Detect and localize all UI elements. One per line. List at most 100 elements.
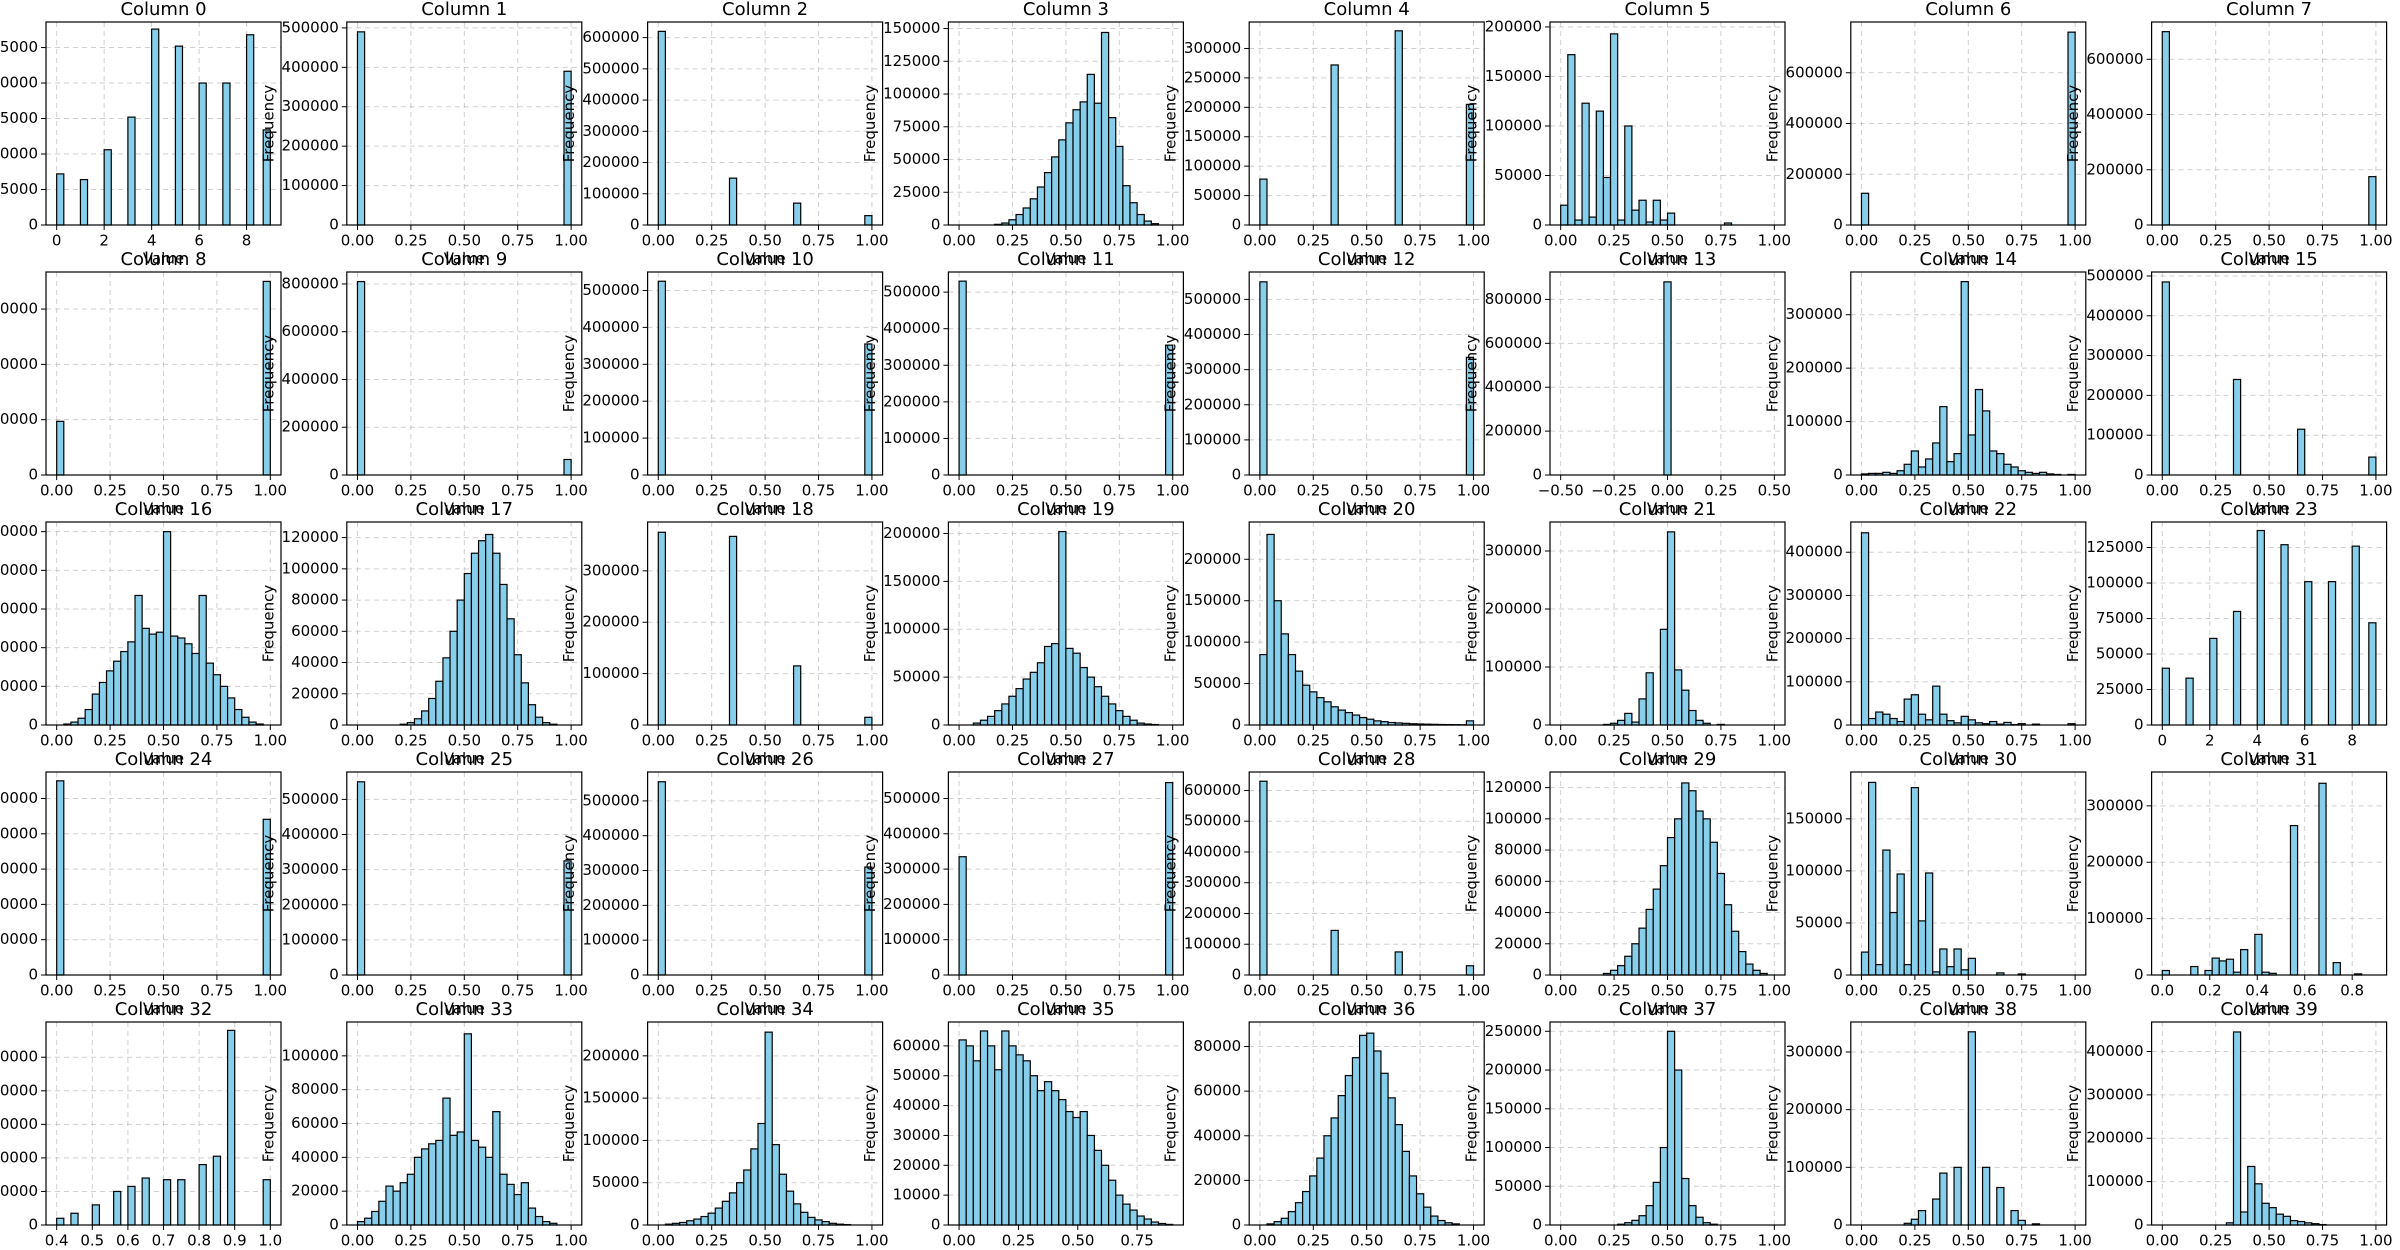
y-tick-label: 100000 (1485, 658, 1542, 676)
x-tick-label: 0.50 (1350, 982, 1383, 1000)
y-axis-label: Frequency (1463, 835, 1481, 913)
y-tick-label: 60000 (1193, 1082, 1241, 1100)
histogram-bar (721, 1200, 731, 1226)
y-axis-label: Frequency (560, 85, 578, 163)
histogram-bar (234, 708, 243, 726)
y-tick-label: 50000 (1795, 913, 1843, 931)
y-tick-label: 300000 (1786, 1042, 1843, 1060)
subplot-title: Column 6 (1925, 0, 2011, 20)
x-tick-label: 0.50 (1952, 982, 1985, 1000)
y-tick-label: 400000 (1786, 114, 1843, 132)
x-tick-label: 0.00 (942, 982, 975, 1000)
y-tick-label: 300000 (582, 122, 639, 140)
x-axis-label: Value (143, 250, 184, 268)
histogram-bar (728, 177, 738, 226)
y-tick-label: 200000 (1786, 359, 1843, 377)
y-tick-label: 300000 (883, 860, 940, 878)
histogram-bar (792, 665, 802, 726)
x-tick-label: 1.00 (254, 732, 287, 750)
y-axis-label: Frequency (259, 1085, 277, 1163)
histogram-bar (2289, 1220, 2299, 1226)
y-tick-label: 300000 (2086, 1085, 2143, 1103)
histogram-bar (1029, 1075, 1039, 1226)
histogram-bar (1946, 461, 1955, 476)
histogram-bar (2261, 1202, 2270, 1226)
histogram-bar (1394, 1124, 1403, 1226)
histogram-bar (2304, 581, 2313, 726)
x-tick-label: 0.75 (802, 232, 835, 250)
x-tick-label: 0.75 (1403, 482, 1436, 500)
y-tick-label: 100000 (1485, 116, 1542, 134)
histogram-bar (1100, 695, 1110, 726)
x-tick-label: 6 (2300, 732, 2310, 750)
y-tick-label: 100000 (582, 664, 639, 682)
y-axis-label: Frequency (1763, 85, 1781, 163)
y-tick-label: 60000 (1494, 872, 1542, 890)
x-tick-label: 1.00 (554, 482, 587, 500)
x-tick-label: 1.00 (1457, 232, 1490, 250)
y-tick-label: 200000 (1485, 422, 1542, 440)
axes-frame (1549, 21, 1786, 226)
x-axis-label: Value (1346, 1000, 1387, 1018)
y-tick-label: 150000 (1485, 67, 1542, 85)
x-tick-label: 1.00 (855, 482, 888, 500)
x-axis-label: Value (1948, 1000, 1989, 1018)
y-tick-label: 20000 (291, 1182, 339, 1200)
y-tick-label: 0 (1833, 1216, 1843, 1234)
histogram-bar (979, 719, 989, 726)
y-tick-label: 50000 (893, 668, 941, 686)
y-tick-label: 800000 (1485, 290, 1542, 308)
x-tick-label: 0.50 (1952, 732, 1985, 750)
x-tick-label: 0.50 (448, 232, 481, 250)
y-tick-label: 300000 (1184, 873, 1241, 891)
x-axis-label: Value (1647, 1000, 1688, 1018)
histogram-bar (363, 1217, 373, 1226)
subplot-title: Column 5 (1624, 0, 1710, 20)
histogram-bar (1960, 715, 1969, 726)
histogram-bar (1029, 671, 1039, 726)
histogram-bar (428, 697, 437, 726)
histogram-bar (527, 704, 537, 726)
histogram-bar (2240, 1211, 2249, 1226)
histogram-bar (385, 1185, 394, 1226)
histogram-bar (1001, 703, 1010, 726)
histogram-bar (2161, 969, 2171, 976)
histogram-bar (1560, 204, 1569, 226)
x-tick-label: 0.50 (1350, 1232, 1383, 1250)
histogram-bar (534, 716, 544, 726)
y-tick-label: 0 (1232, 216, 1242, 234)
axes-frame (45, 1021, 282, 1226)
histogram-bar (994, 1069, 1003, 1226)
histogram-bar (1638, 927, 1647, 976)
y-tick-label: 60000 (291, 1114, 339, 1132)
histogram-bar (1695, 719, 1704, 726)
histogram-bar (1100, 31, 1110, 226)
histogram-bar (2268, 1207, 2277, 1226)
x-tick-label: 0.75 (1704, 732, 1737, 750)
x-tick-label: 0.2 (2198, 982, 2222, 1000)
x-tick-label: 0.25 (1597, 1232, 1630, 1250)
histogram-bar (1953, 453, 1962, 476)
histogram-bar (520, 682, 529, 726)
histogram-bar (477, 540, 487, 726)
y-tick-label: 100000 (1184, 157, 1241, 175)
x-tick-label: 0.25 (996, 982, 1029, 1000)
histogram-bar (800, 1211, 809, 1226)
y-tick-label: 0 (28, 966, 38, 984)
histogram-bar (435, 1139, 444, 1226)
histogram-bar (771, 1144, 780, 1226)
y-tick-label: 100000 (2086, 426, 2143, 444)
y-tick-label: 0 (28, 716, 38, 734)
y-tick-label: 100000 (1485, 1138, 1542, 1156)
y-tick-label: 60000 (0, 1115, 38, 1133)
histogram-bar (864, 215, 873, 226)
histogram-bar (1366, 1032, 1375, 1226)
y-tick-label: 100000 (0, 1048, 38, 1066)
histogram-bar (56, 780, 65, 976)
y-tick-label: 100000 (0, 74, 38, 92)
histogram-bar (778, 1173, 788, 1226)
x-tick-label: 0.50 (1651, 732, 1684, 750)
histogram-bar (1316, 1157, 1325, 1226)
y-tick-label: 400000 (1184, 842, 1241, 860)
y-tick-label: 200000 (2086, 853, 2143, 871)
